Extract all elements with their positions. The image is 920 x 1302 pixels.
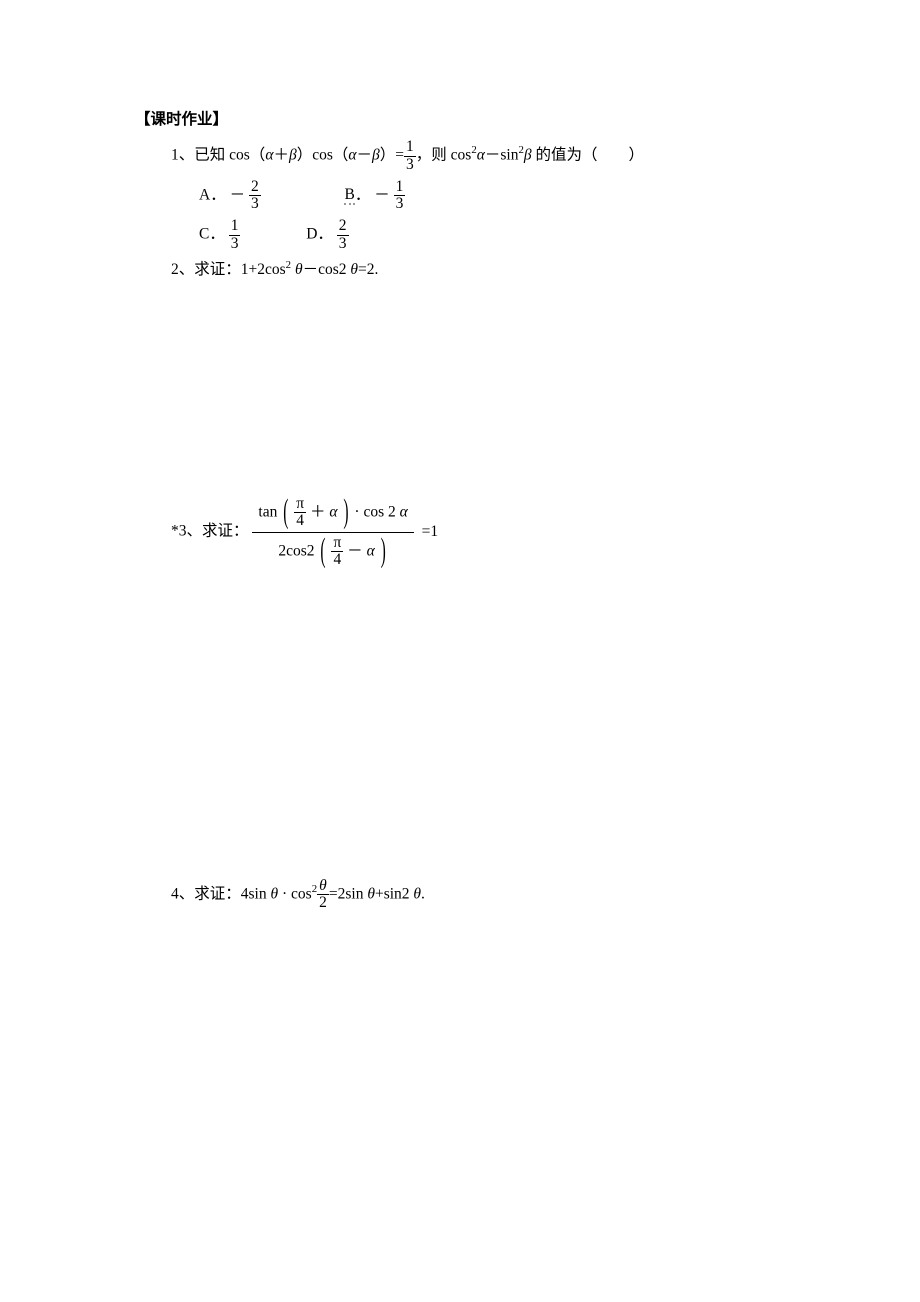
option-b-frac: 1 3 — [394, 179, 406, 213]
option-c: C． 1 3 — [199, 218, 240, 252]
q4-label: 4、 — [171, 885, 194, 902]
option-d: D． 2 3 — [306, 218, 348, 252]
q2-text3: =2. — [358, 261, 378, 278]
option-a-den: 3 — [249, 195, 261, 212]
option-c-num: 1 — [229, 218, 241, 234]
option-b-label: B — [344, 186, 354, 205]
question-1: 1、已知 cos（α＋β）cos（α－β）= 1 3 ，则 cos2α－sin2… — [171, 139, 815, 173]
q4-period: . — [421, 885, 425, 902]
option-b-dot: ． — [355, 186, 371, 203]
q1-minus: － — [357, 147, 373, 164]
q2-sq: 2 — [286, 259, 291, 271]
q1-pre: 已知 cos（ — [194, 147, 265, 164]
option-d-num: 2 — [337, 218, 349, 234]
q3-four-a: 4 — [294, 512, 306, 529]
q3-a2: α — [400, 503, 408, 520]
q2-theta2: θ — [350, 261, 358, 278]
q4-frac-num: θ — [317, 878, 329, 894]
option-d-den: 3 — [337, 235, 349, 252]
option-a-label: A． — [199, 186, 226, 203]
q3-pi4-b: π 4 — [331, 535, 343, 569]
q3-denominator: 2cos2 ( π 4 － α ) — [252, 532, 413, 569]
q2-text1: 求证：1+2cos — [194, 261, 285, 278]
q3-a1: α — [329, 503, 337, 520]
option-d-label: D． — [306, 226, 333, 243]
option-c-label: C． — [199, 226, 225, 243]
q1-beta1: β — [289, 147, 297, 164]
q3-prefix: *3、求证： — [171, 523, 249, 540]
open-paren-icon: ( — [281, 496, 290, 530]
option-b-num: 1 — [394, 179, 406, 195]
option-b-den: 3 — [394, 195, 406, 212]
q1-mid2: ）= — [380, 147, 404, 164]
q1-frac-den: 3 — [404, 156, 416, 173]
close-paren-icon-2: ) — [379, 534, 388, 568]
close-paren-icon: ) — [341, 496, 350, 530]
q1-label: 1、 — [171, 147, 194, 164]
options-row-1: A． － 2 3 B． － 1 3 — [199, 179, 815, 213]
q4-dot: · cos — [278, 885, 312, 902]
q1-frac-num: 1 — [404, 139, 416, 155]
question-2: 2、求证：1+2cos2 θ－cos2 θ=2. — [171, 258, 815, 281]
q1-beta2: β — [372, 147, 380, 164]
open-paren-icon-2: ( — [318, 534, 327, 568]
q1-var1: α — [477, 147, 485, 164]
option-a-num: 2 — [249, 179, 261, 195]
q3-four-b: 4 — [331, 551, 343, 568]
q1-tail: 的值为（ ） — [532, 147, 644, 164]
q4-t2: =2sin — [329, 885, 364, 902]
q1-alpha2: α — [348, 147, 356, 164]
q3-dot-cos2a: · cos 2 — [354, 503, 395, 520]
q4-t3: +sin2 — [375, 885, 410, 902]
q1-min2: －sin — [485, 147, 519, 164]
q4-th2: θ — [367, 885, 375, 902]
q3-tan: tan — [258, 503, 277, 520]
option-c-den: 3 — [229, 235, 241, 252]
question-3: *3、求证： tan ( π 4 ＋ α ) · cos 2 α 2cos2 (… — [171, 496, 815, 568]
q2-text2: －cos2 — [303, 261, 347, 278]
options-row-2: C． 1 3 D． 2 3 — [199, 218, 815, 252]
option-a-sign: － — [230, 186, 246, 203]
q3-eq: =1 — [422, 523, 439, 540]
q3-bigfrac: tan ( π 4 ＋ α ) · cos 2 α 2cos2 ( π 4 — [252, 496, 413, 568]
q3-plus: ＋ — [310, 503, 326, 520]
option-b: B． － 1 3 — [344, 179, 405, 213]
q1-post1: ，则 cos — [416, 147, 472, 164]
q3-pi4-a: π 4 — [294, 496, 306, 530]
q1-mid1: ）cos（ — [297, 147, 349, 164]
question-4: 4、求证：4sin θ · cos2 θ 2 =2sin θ+sin2 θ. — [171, 878, 815, 912]
q1-frac: 1 3 — [404, 139, 416, 173]
q4-th3: θ — [413, 885, 421, 902]
q3-a3: α — [367, 542, 375, 559]
q4-t1: 求证：4sin — [194, 885, 266, 902]
option-d-frac: 2 3 — [337, 218, 349, 252]
section-heading: 【课时作业】 — [135, 108, 815, 131]
q4-frac-den: 2 — [317, 894, 329, 911]
q3-pi-a: π — [294, 496, 306, 512]
q2-theta1: θ — [295, 261, 303, 278]
option-a-frac: 2 3 — [249, 179, 261, 213]
q4-th1: θ — [270, 885, 278, 902]
q2-label: 2、 — [171, 261, 194, 278]
q3-pi-b: π — [331, 535, 343, 551]
q3-minus: － — [347, 542, 363, 559]
q4-frac: θ 2 — [317, 878, 329, 912]
q1-plus: ＋ — [273, 147, 289, 164]
q1-var2: β — [524, 147, 532, 164]
q3-2cos2: 2cos2 — [278, 542, 314, 559]
option-b-sign: － — [374, 186, 390, 203]
q3-numerator: tan ( π 4 ＋ α ) · cos 2 α — [252, 496, 413, 532]
option-c-frac: 1 3 — [229, 218, 241, 252]
option-a: A． － 2 3 — [199, 179, 261, 213]
